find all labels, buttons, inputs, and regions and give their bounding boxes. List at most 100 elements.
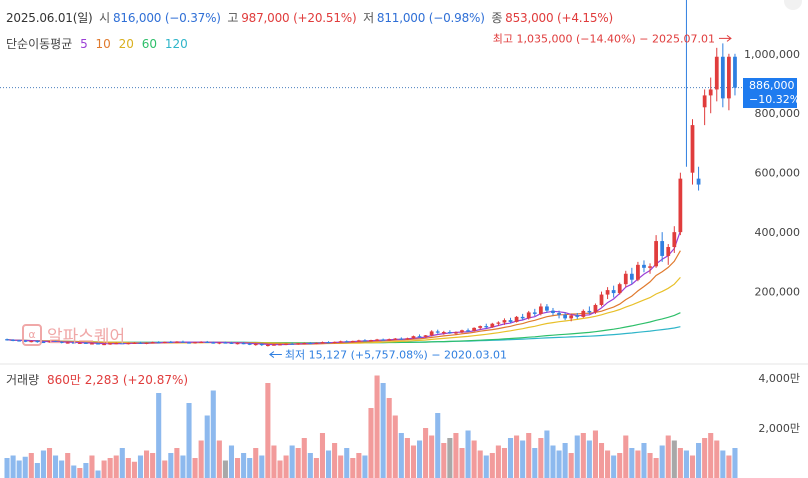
- volume-bar: [271, 445, 277, 478]
- volume-bar: [471, 440, 477, 478]
- candle-body: [187, 342, 191, 344]
- candle-body: [733, 56, 737, 88]
- volume-bar: [489, 453, 495, 478]
- candle-body: [569, 315, 574, 319]
- candle-body: [720, 56, 725, 99]
- volume-bar: [125, 458, 131, 478]
- candle-body: [65, 342, 70, 344]
- candle-body: [454, 332, 458, 334]
- volume-bar: [16, 460, 22, 478]
- candle-body: [156, 342, 161, 344]
- candle-body: [90, 343, 94, 345]
- ma-20-label: 20: [118, 37, 134, 51]
- volume-bar: [392, 415, 398, 478]
- scroll-top-button[interactable]: [784, 0, 802, 10]
- volume-bar: [665, 435, 671, 478]
- candle-body: [84, 342, 88, 344]
- candle-body: [144, 342, 149, 344]
- volume-bar: [483, 455, 489, 478]
- candle-body: [308, 343, 313, 345]
- ma-10-label: 10: [95, 37, 111, 51]
- date-label: 2025.06.01(일): [6, 11, 93, 25]
- candle-body: [71, 342, 76, 344]
- candle-body: [696, 178, 701, 185]
- volume-bar: [283, 455, 289, 478]
- candle-body: [636, 264, 640, 280]
- volume-bar: [380, 383, 386, 478]
- candle-body: [593, 304, 598, 313]
- candle-body: [223, 342, 228, 344]
- volume-bar: [568, 453, 574, 478]
- candle-body: [617, 284, 622, 294]
- candle-body: [417, 336, 422, 338]
- candle-body: [181, 341, 185, 343]
- candle-body: [435, 331, 440, 333]
- candle-body: [520, 316, 525, 319]
- volume-bar: [28, 453, 34, 478]
- candle-body: [272, 344, 276, 346]
- volume-bar: [598, 443, 605, 478]
- candle-body: [211, 342, 216, 344]
- moving-average-lines: [6, 230, 681, 346]
- candle-body: [375, 339, 379, 341]
- volume-bar: [702, 438, 708, 478]
- volume-bar: [144, 450, 150, 478]
- candle-body: [284, 343, 288, 345]
- candle-body: [611, 290, 616, 294]
- volume-bar: [386, 398, 392, 478]
- volume-value: 860만 2,283 (+20.87%): [46, 373, 189, 387]
- candle-body: [708, 89, 713, 96]
- volume-bar: [216, 440, 222, 478]
- candle-body: [399, 338, 404, 340]
- volume-bar: [307, 453, 313, 478]
- volume-bar: [150, 453, 156, 478]
- volume-bar: [332, 443, 338, 478]
- volume-label: 거래량: [6, 373, 40, 387]
- volume-bar: [538, 438, 544, 478]
- candle-body: [496, 322, 501, 324]
- candle-body: [629, 273, 634, 280]
- ma-legend[interactable]: 단순이동평균 5 10 20 60 120: [6, 35, 192, 52]
- volume-bar: [459, 448, 465, 478]
- current-price-value: 886,000: [749, 79, 795, 92]
- volume-bar: [671, 440, 677, 478]
- volume-bar: [198, 440, 204, 478]
- candle-body: [387, 339, 392, 341]
- candle-body: [441, 332, 446, 334]
- candle-body: [405, 338, 410, 340]
- candle-body: [241, 343, 246, 345]
- volume-bar: [404, 438, 410, 478]
- close-value: 853,000 (+4.15%): [505, 11, 613, 25]
- volume-bar: [204, 415, 210, 478]
- volume-bar: [495, 445, 501, 478]
- volume-bar: [192, 458, 198, 478]
- price-axis: 1,000,000 800,000 600,000 400,000 200,000 4,0…: [744, 48, 800, 435]
- volume-bar: [77, 468, 83, 478]
- candle-body: [702, 95, 707, 108]
- candle-body: [126, 343, 131, 345]
- candle-body: [217, 342, 222, 344]
- candle-body: [138, 342, 143, 344]
- candle-body: [508, 320, 513, 322]
- candle-body: [642, 264, 646, 268]
- candle-body: [690, 125, 695, 173]
- volume-bar: [338, 455, 344, 478]
- volume-bar: [544, 430, 550, 478]
- volume-bar: [374, 375, 380, 478]
- candle-body: [526, 312, 531, 319]
- volume-bar: [22, 456, 28, 478]
- volume-bar: [156, 393, 162, 478]
- candle-body: [193, 342, 197, 344]
- volume-bar: [368, 408, 374, 478]
- candle-body: [229, 342, 234, 344]
- price-tick-label: 1,000,000: [744, 48, 800, 61]
- candle-body: [545, 306, 549, 311]
- price-tick-label: 200,000: [755, 286, 801, 299]
- volume-bar: [574, 435, 580, 478]
- candle-body: [532, 312, 537, 314]
- candle-body: [605, 290, 610, 295]
- high-annotation: 최고 1,035,000 (−14.40%) − 2025.07.01: [493, 32, 715, 45]
- candle-body: [484, 326, 489, 328]
- candle-body: [623, 273, 628, 285]
